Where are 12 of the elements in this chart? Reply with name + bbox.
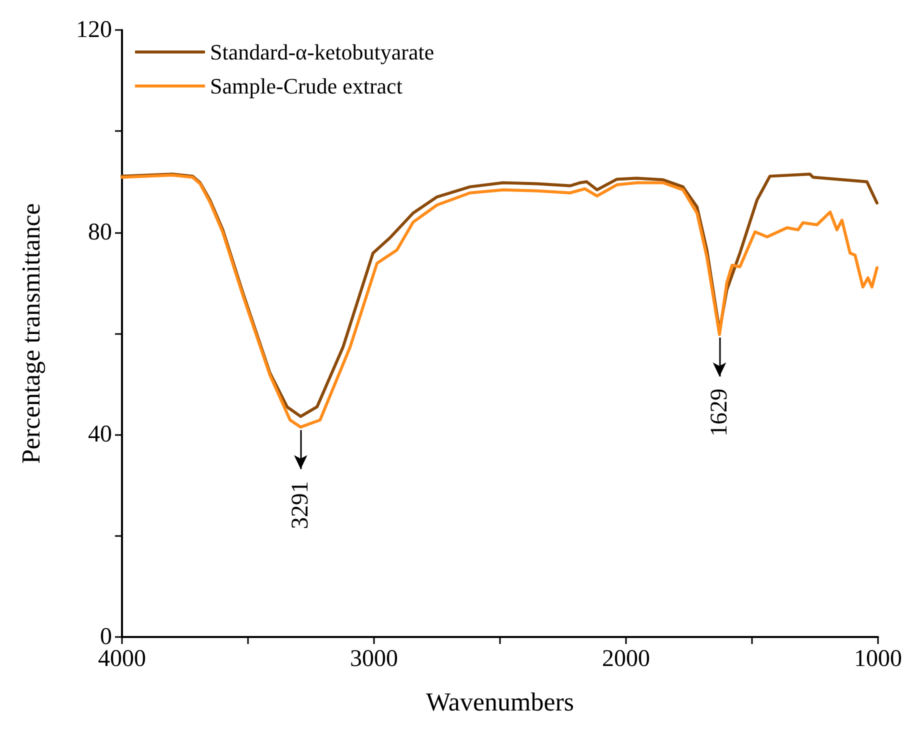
annotation: 3291 <box>288 481 314 530</box>
x-tick-label: 1000 <box>854 646 902 672</box>
y-tick-label: 40 <box>88 422 112 448</box>
y-axis-title: Percentage transmittance <box>16 203 46 464</box>
x-tick-label: 2000 <box>602 646 650 672</box>
annotation: 1629 <box>706 388 732 437</box>
y-tick-label: 80 <box>88 219 112 246</box>
y-tick-label: 120 <box>76 17 112 43</box>
legend-label: Sample-Crude extract <box>210 74 402 98</box>
x-axis-title: Wavenumbers <box>426 688 574 716</box>
x-tick-label: 3000 <box>350 646 398 672</box>
legend-label: Standard-α-ketobutyarate <box>210 40 434 64</box>
